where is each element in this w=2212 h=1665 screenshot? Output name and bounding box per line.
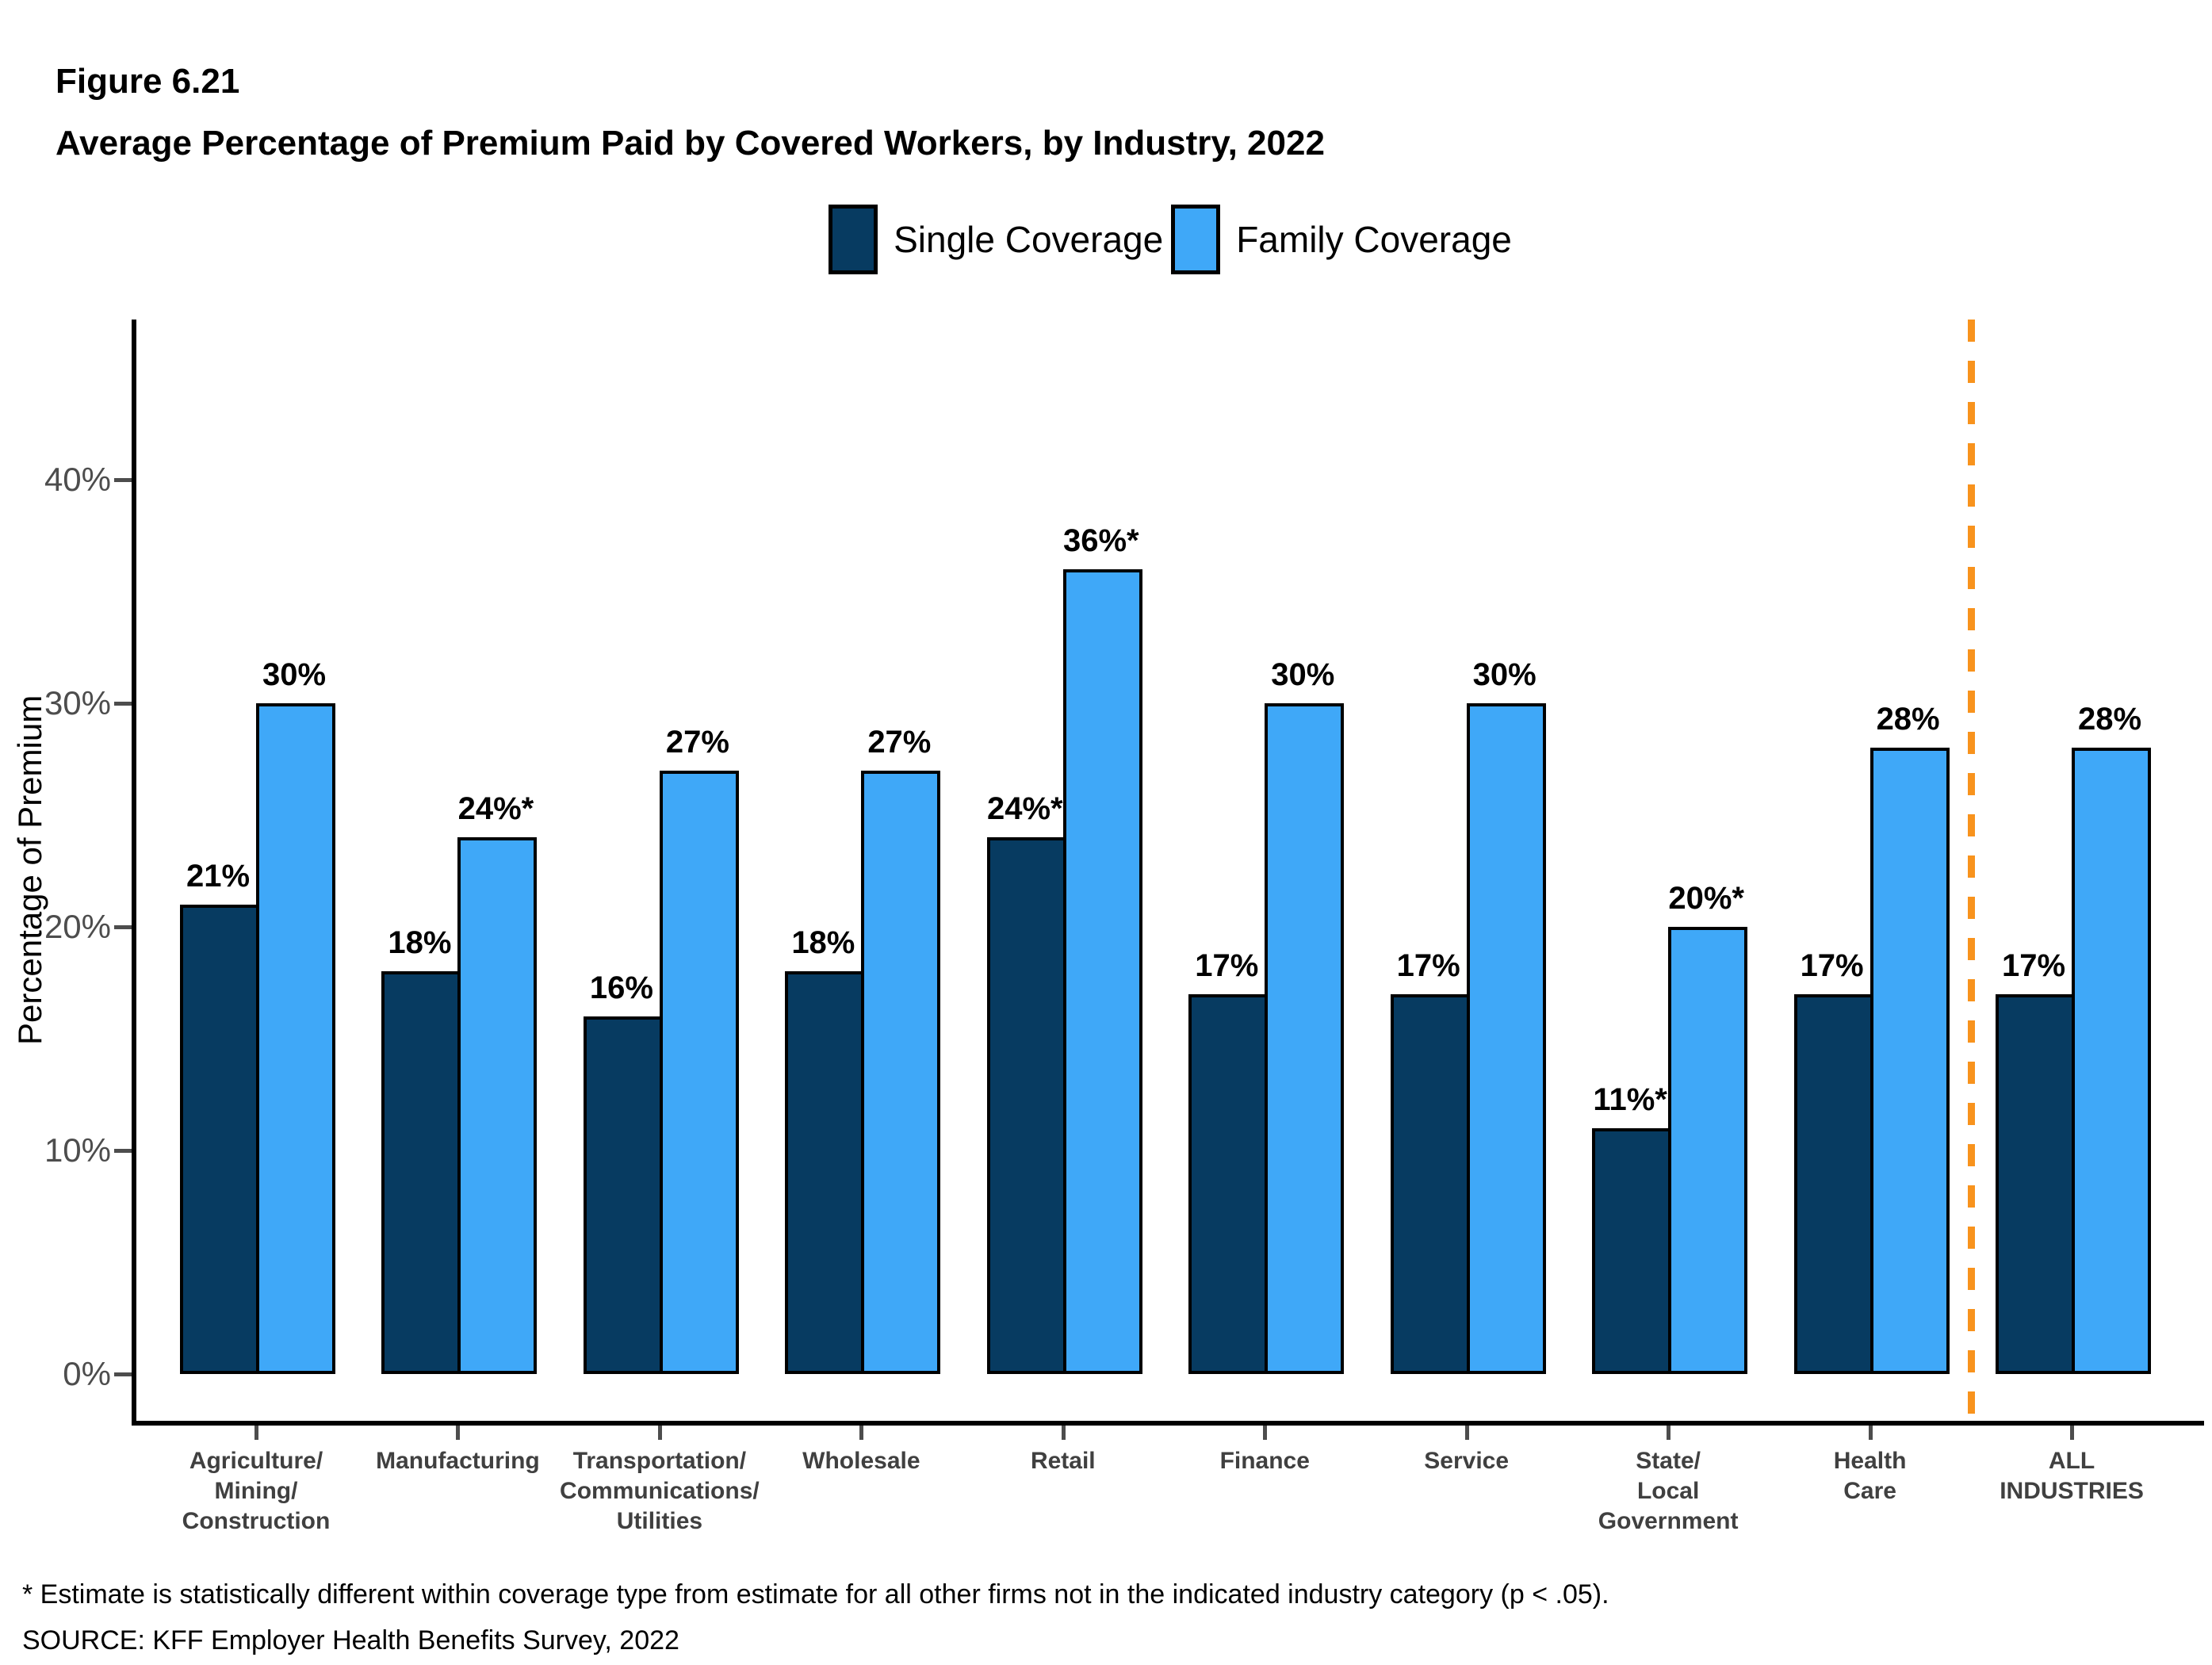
- value-label-single-4: 24%*: [986, 791, 1063, 827]
- legend-swatch-single-coverage: [829, 205, 878, 274]
- x-axis-tick-2: [657, 1426, 662, 1440]
- y-tick-mark-2: [114, 925, 132, 929]
- value-label-single-8: 17%: [1800, 947, 1864, 983]
- bar-family-8: [1869, 748, 1950, 1374]
- value-label-family-9: 28%: [2078, 702, 2142, 737]
- category-label-2: Transportation/Communications/Utilities: [560, 1448, 760, 1534]
- footnote-asterisk: * Estimate is statistically different wi…: [22, 1579, 1609, 1610]
- legend-label-family-coverage: Family Coverage: [1236, 219, 1512, 260]
- bar-single-6: [1390, 993, 1470, 1374]
- x-axis-tick-5: [1263, 1426, 1268, 1440]
- category-label-1: Manufacturing: [376, 1448, 540, 1474]
- bar-single-8: [1793, 993, 1873, 1374]
- y-tick-label-0: 0%: [63, 1355, 111, 1392]
- value-label-family-0: 30%: [262, 657, 327, 692]
- all-industries-divider-line: [1967, 320, 1975, 1421]
- legend-item-single-coverage: Single Coverage: [829, 205, 1163, 274]
- value-label-single-0: 21%: [186, 858, 251, 894]
- value-label-single-9: 17%: [2002, 947, 2066, 983]
- bar-single-5: [1188, 993, 1269, 1374]
- x-axis-tick-4: [1061, 1426, 1066, 1440]
- bar-single-2: [583, 1016, 663, 1374]
- value-label-family-4: 36%*: [1062, 522, 1139, 558]
- legend-item-family-coverage: Family Coverage: [1171, 205, 1512, 274]
- x-axis-tick-0: [254, 1426, 258, 1440]
- legend-swatch-family-coverage: [1171, 205, 1221, 274]
- bar-family-5: [1265, 703, 1345, 1374]
- bar-family-3: [861, 770, 941, 1374]
- category-label-5: Finance: [1219, 1448, 1310, 1474]
- category-label-8: Health Care: [1833, 1448, 1907, 1504]
- bar-single-3: [785, 971, 865, 1374]
- value-label-family-2: 27%: [665, 724, 729, 760]
- value-label-family-6: 30%: [1472, 657, 1537, 692]
- bar-single-4: [986, 837, 1066, 1374]
- x-axis-tick-7: [1667, 1426, 1671, 1440]
- bar-family-4: [1062, 568, 1142, 1374]
- category-label-0: Agriculture/Mining/Construction: [182, 1448, 331, 1534]
- bar-single-0: [180, 904, 259, 1374]
- bar-family-0: [256, 703, 335, 1374]
- value-label-single-2: 16%: [589, 970, 653, 1005]
- value-label-family-5: 30%: [1271, 657, 1335, 692]
- x-axis-tick-3: [859, 1426, 864, 1440]
- x-axis-tick-6: [1464, 1426, 1469, 1440]
- y-tick-label-1: 10%: [44, 1131, 111, 1169]
- y-tick-mark-3: [114, 702, 132, 706]
- value-label-single-7: 11%*: [1593, 1081, 1667, 1117]
- x-axis-tick-9: [2070, 1426, 2075, 1440]
- bar-family-9: [2072, 748, 2152, 1374]
- bar-single-1: [381, 971, 461, 1374]
- value-label-family-8: 28%: [1876, 702, 1940, 737]
- bar-single-7: [1592, 1127, 1672, 1374]
- bar-family-6: [1466, 703, 1546, 1374]
- x-axis-tick-8: [1868, 1426, 1873, 1440]
- y-tick-label-4: 40%: [44, 461, 111, 498]
- category-label-7: State/Local Government: [1598, 1448, 1739, 1534]
- value-label-family-1: 24%*: [457, 791, 534, 827]
- x-axis-tick-1: [456, 1426, 461, 1440]
- legend: Single Coverage Family Coverage: [136, 205, 2204, 274]
- category-label-4: Retail: [1030, 1448, 1096, 1474]
- source-note: SOURCE: KFF Employer Health Benefits Sur…: [22, 1625, 679, 1655]
- value-label-family-3: 27%: [867, 724, 932, 760]
- bar-single-9: [1996, 993, 2076, 1374]
- value-label-single-3: 18%: [791, 925, 855, 961]
- y-tick-mark-1: [114, 1149, 132, 1153]
- value-label-family-7: 20%*: [1668, 881, 1744, 916]
- legend-label-single-coverage: Single Coverage: [894, 219, 1164, 260]
- bar-family-2: [659, 770, 739, 1374]
- y-tick-label-2: 20%: [44, 908, 111, 945]
- y-tick-mark-4: [114, 478, 132, 482]
- y-tick-mark-0: [114, 1372, 132, 1376]
- category-label-3: Wholesale: [802, 1448, 920, 1474]
- y-tick-label-3: 30%: [44, 684, 111, 722]
- category-label-9: ALL INDUSTRIES: [2000, 1448, 2144, 1504]
- figure-number: Figure 6.21: [55, 62, 240, 101]
- value-label-single-1: 18%: [388, 925, 452, 961]
- page-title: Average Percentage of Premium Paid by Co…: [55, 124, 1325, 163]
- value-label-single-6: 17%: [1396, 947, 1460, 983]
- value-label-single-5: 17%: [1195, 947, 1259, 983]
- category-label-6: Service: [1424, 1448, 1510, 1474]
- bar-family-1: [457, 837, 538, 1374]
- bar-family-7: [1668, 927, 1748, 1374]
- plot-area: 21% 30% 18% 24%* 16% 27% 18% 27% 24%* 36%* 17% 30% 1…: [132, 320, 2204, 1426]
